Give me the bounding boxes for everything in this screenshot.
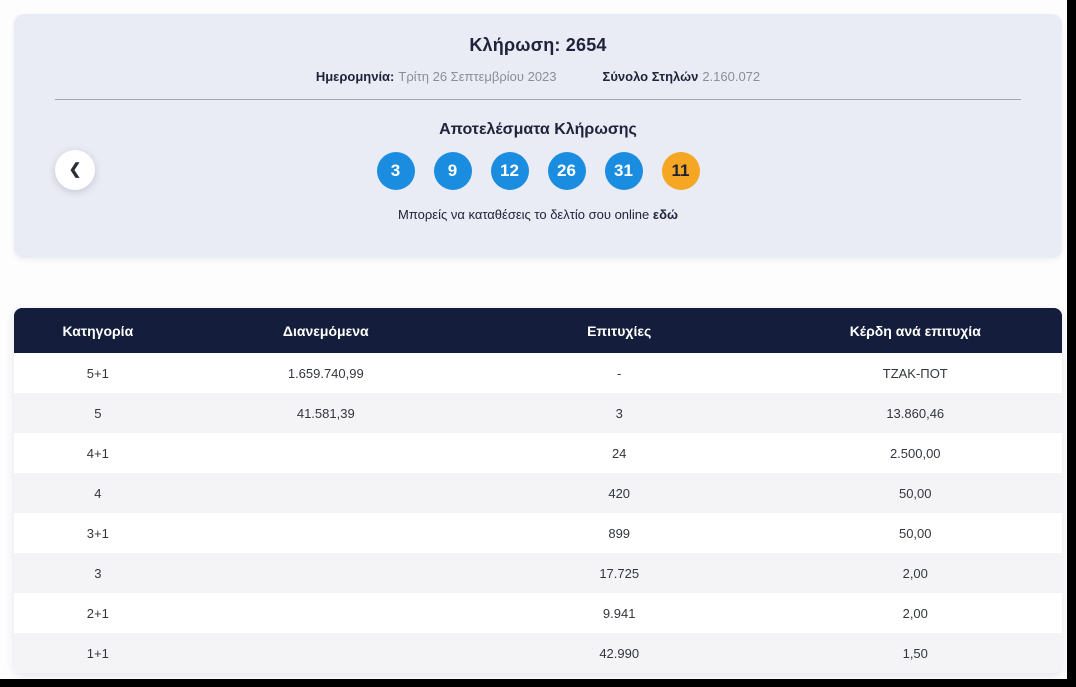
table-cell: 3+1: [86, 525, 109, 541]
online-slip-link[interactable]: εδώ: [652, 207, 678, 222]
table-cell: 1+1: [86, 645, 109, 661]
table-cell: 13.860,46: [886, 405, 945, 421]
table-row: 5 41.581,39 3 13.860,46: [14, 393, 1062, 433]
results-title: Αποτελέσματα Κλήρωσης: [439, 121, 637, 138]
column-header: Κέρδη ανά επιτυχία: [849, 322, 981, 339]
total-columns-label: Σύνολο Στηλών: [602, 69, 699, 84]
table-cell: 17.725: [599, 565, 640, 581]
table-row: 3+1 899 50,00: [14, 513, 1062, 553]
screen-edge-right: [1067, 0, 1076, 687]
winnings-table-header: Κατηγορία Διανεμόμενα Επιτυχίες Κέρδη ανά ε…: [14, 308, 1062, 353]
screen-edge-bottom: [0, 679, 1076, 687]
draw-numbers: 3 9 12 26 31 11: [14, 152, 1062, 190]
table-row: 4+1 24 2.500,00: [14, 433, 1062, 473]
draw-hero-card: Κλήρωση: 2654 Ημερομηνία: Τρίτη 26 Σεπτεμ…: [14, 14, 1062, 258]
column-header: Κατηγορία: [62, 322, 134, 339]
draw-date: Ημερομηνία: Τρίτη 26 Σεπτεμβρίου 2023: [316, 69, 557, 84]
chevron-left-icon: ❮: [68, 161, 82, 178]
table-cell: 1.659.740,99: [287, 365, 364, 381]
online-slip-note: Μπορείς να καταθέσεις το δελτίο σου onli…: [14, 207, 1062, 222]
column-header: Επιτυχίες: [587, 322, 652, 339]
draw-title: Κλήρωση: 2654: [469, 35, 607, 55]
table-cell: 420: [608, 485, 631, 501]
total-columns-value: 2.160.072: [702, 69, 761, 84]
table-cell: 3: [615, 405, 623, 421]
table-cell: 4+1: [86, 445, 109, 461]
winning-number-ball: 3: [376, 152, 415, 190]
table-cell: 5+1: [86, 365, 109, 381]
table-cell: 50,00: [898, 525, 932, 541]
table-row: 5+1 1.659.740,99 - ΤΖΑΚ-ΠΟΤ: [14, 353, 1062, 393]
table-cell: 899: [608, 525, 631, 541]
previous-draw-button[interactable]: ❮: [55, 150, 95, 190]
table-cell: 2,00: [902, 605, 928, 621]
table-row: 1+1 42.990 1,50: [14, 633, 1062, 673]
winnings-table: Κατηγορία Διανεμόμενα Επιτυχίες Κέρδη ανά ε…: [14, 308, 1062, 673]
table-row: 4 420 50,00: [14, 473, 1062, 513]
winning-number-ball: 31: [604, 152, 643, 190]
table-cell: -: [617, 365, 622, 381]
winnings-table-body: 5+1 1.659.740,99 - ΤΖΑΚ-ΠΟΤ 5 41.581,39 3 13.86…: [14, 353, 1062, 673]
hero-divider: [55, 99, 1021, 100]
table-cell: 3: [94, 565, 102, 581]
table-cell: ΤΖΑΚ-ΠΟΤ: [882, 365, 948, 381]
table-cell: 4: [94, 485, 102, 501]
draw-meta: Ημερομηνία: Τρίτη 26 Σεπτεμβρίου 2023 Σύν…: [14, 69, 1062, 84]
table-cell: 42.990: [599, 645, 640, 661]
table-row: 3 17.725 2,00: [14, 553, 1062, 593]
online-slip-note-text: Μπορείς να καταθέσεις το δελτίο σου onli…: [398, 207, 650, 222]
column-header: Διανεμόμενα: [282, 322, 369, 339]
bonus-number-ball: 11: [661, 152, 700, 190]
winning-number-ball: 9: [433, 152, 472, 190]
table-row: 2+1 9.941 2,00: [14, 593, 1062, 633]
table-cell: 9.941: [602, 605, 636, 621]
draw-date-value: Τρίτη 26 Σεπτεμβρίου 2023: [398, 69, 557, 84]
table-cell: 1,50: [902, 645, 928, 661]
winning-number-ball: 26: [547, 152, 586, 190]
table-cell: 41.581,39: [296, 405, 355, 421]
table-cell: 24: [611, 445, 627, 461]
table-cell: 2.500,00: [889, 445, 941, 461]
draw-date-label: Ημερομηνία:: [315, 69, 395, 84]
table-cell: 5: [94, 405, 102, 421]
table-cell: 2+1: [86, 605, 109, 621]
total-columns: Σύνολο Στηλών 2.160.072: [603, 69, 761, 84]
table-cell: 2,00: [902, 565, 928, 581]
table-cell: 50,00: [898, 485, 932, 501]
winning-number-ball: 12: [490, 152, 529, 190]
